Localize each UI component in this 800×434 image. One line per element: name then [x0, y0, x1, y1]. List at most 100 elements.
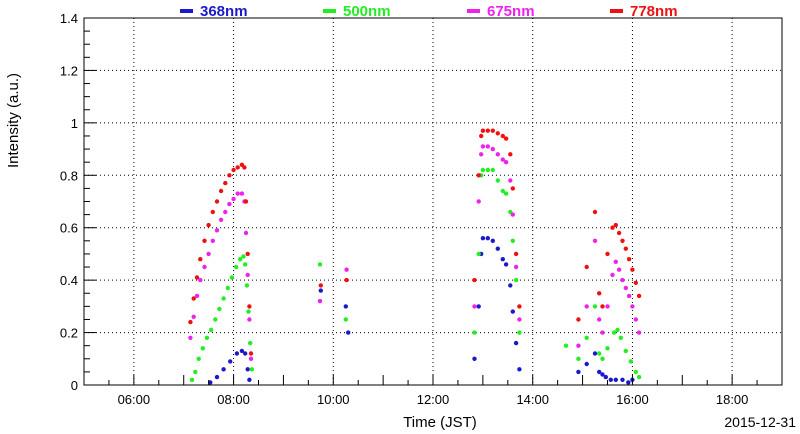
data-point — [517, 367, 522, 372]
data-point — [597, 351, 602, 356]
data-point — [188, 335, 193, 340]
data-point — [623, 285, 628, 291]
data-point — [204, 335, 210, 340]
data-point — [228, 359, 233, 364]
data-point — [592, 351, 598, 356]
data-point — [480, 128, 486, 133]
data-point — [208, 380, 213, 385]
data-point — [245, 367, 250, 372]
data-point — [202, 238, 207, 243]
data-point — [198, 257, 203, 262]
y-tick-label: 0.2 — [60, 326, 78, 341]
date-label: 2015-12-31 — [724, 414, 796, 430]
axis-ticks: 06:00 08:00 10:00 12:00 14:00 16:00 18:00 0 0.2 0… — [60, 11, 783, 407]
data-point — [576, 356, 581, 361]
data-point — [616, 267, 622, 272]
data-point — [479, 152, 484, 157]
data-point — [633, 280, 638, 285]
x-tick-label: 06:00 — [118, 392, 151, 407]
data-point — [616, 230, 622, 236]
data-point — [597, 369, 602, 375]
x-tick-label: 16:00 — [616, 392, 649, 407]
data-point — [576, 343, 581, 348]
data-point — [218, 217, 224, 222]
data-point — [508, 283, 513, 288]
data-point — [620, 238, 625, 243]
data-point — [343, 317, 348, 322]
data-point — [600, 330, 605, 335]
data-point — [248, 351, 254, 356]
data-point — [208, 327, 214, 333]
data-point — [191, 314, 196, 319]
data-point — [517, 304, 522, 309]
data-point — [584, 361, 589, 367]
data-point — [490, 128, 495, 133]
data-point — [584, 335, 589, 340]
data-point — [608, 377, 613, 382]
data-point — [517, 330, 522, 335]
data-point — [508, 178, 513, 183]
data-point — [246, 309, 251, 314]
data-point — [513, 251, 519, 257]
plot-frame — [83, 17, 783, 386]
data-point — [188, 319, 193, 325]
y-tick-label: 0.8 — [60, 168, 78, 183]
data-point — [243, 199, 249, 204]
data-point — [636, 293, 642, 299]
data-point — [605, 346, 610, 351]
y-tick-label: 0 — [71, 378, 78, 393]
x-tick-label: 08:00 — [217, 392, 250, 407]
data-point — [476, 251, 481, 257]
data-point — [500, 257, 505, 262]
data-point — [472, 356, 477, 361]
data-point — [610, 272, 615, 278]
data-point — [620, 377, 625, 382]
data-point — [196, 356, 201, 361]
data-point — [510, 212, 515, 217]
data-point — [600, 304, 605, 309]
data-point — [223, 180, 228, 186]
data-point — [476, 173, 481, 178]
x-tick-label: 18:00 — [716, 392, 749, 407]
data-point — [500, 157, 505, 162]
data-point — [490, 146, 495, 152]
data-point — [476, 199, 481, 204]
data-point — [630, 304, 635, 309]
data-point — [513, 277, 519, 283]
data-point — [600, 372, 605, 377]
data-point — [503, 191, 509, 196]
data-point — [221, 296, 226, 301]
data-point — [633, 369, 638, 375]
data-point — [248, 356, 254, 361]
data-point — [503, 160, 509, 165]
data-point — [500, 188, 505, 194]
data-point — [603, 374, 608, 380]
data-point — [210, 238, 215, 243]
data-point — [615, 327, 620, 333]
data-point — [210, 209, 215, 215]
y-axis-title: Intensity (a.u.) — [5, 73, 22, 168]
data-point — [485, 128, 490, 133]
data-point — [223, 209, 228, 215]
data-point — [633, 317, 638, 322]
y-tick-label: 0.6 — [60, 221, 78, 236]
data-point — [191, 296, 196, 301]
data-point — [513, 264, 519, 270]
data-point — [576, 317, 581, 322]
data-point — [227, 201, 232, 207]
x-tick-label: 12:00 — [417, 392, 450, 407]
data-point — [480, 167, 486, 173]
data-point — [623, 348, 628, 354]
data-point — [194, 275, 200, 280]
data-point — [626, 380, 631, 385]
data-point — [510, 186, 515, 191]
data-point — [239, 348, 245, 354]
data-point — [245, 251, 250, 257]
data-point — [318, 288, 323, 293]
data-point — [628, 359, 633, 364]
data-point — [248, 340, 253, 346]
data-point — [510, 309, 515, 314]
data-point — [235, 191, 240, 196]
y-tick-label: 1.2 — [60, 63, 78, 78]
